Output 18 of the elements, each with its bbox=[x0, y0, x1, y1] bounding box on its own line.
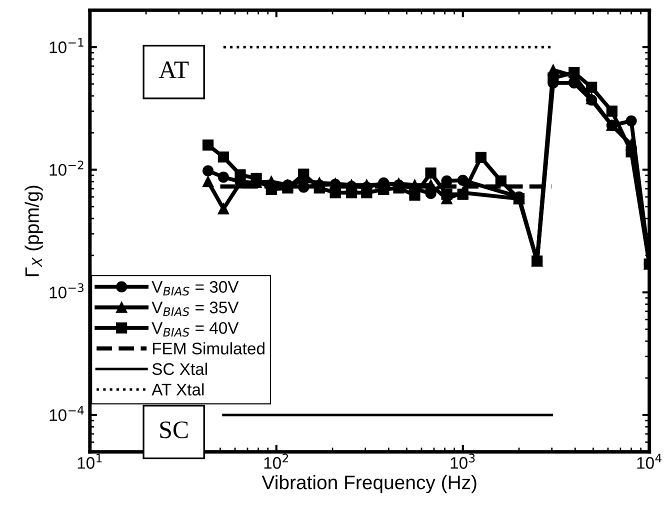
legend-label: SC Xtal bbox=[152, 362, 207, 375]
y-tick-label: 10$^{−4}$ bbox=[50, 406, 84, 422]
x-tick-label: 10$^{3}$ bbox=[450, 454, 475, 469]
x-axis-title: Vibration Frequency (Hz) bbox=[262, 475, 476, 494]
y-tick-label: 10$^{−1}$ bbox=[50, 38, 84, 54]
x-tick-label: 10$^{4}$ bbox=[637, 454, 662, 469]
legend-label: V$_{BIAS}$ = 30V bbox=[152, 281, 239, 296]
legend-label: FEM Simulated bbox=[152, 342, 264, 354]
y-tick-label: 10$^{−2}$ bbox=[50, 160, 84, 176]
legend-label: V$_{BIAS}$ = 40V bbox=[152, 322, 239, 337]
y-tick-label: 10$^{−3}$ bbox=[50, 283, 84, 298]
x-tick-label: 10$^{1}$ bbox=[78, 454, 102, 469]
annotation: SC bbox=[160, 421, 188, 438]
y-axis-title: Γ$_{X}$ (ppm/g) bbox=[24, 186, 43, 276]
x-tick-label: 10$^{2}$ bbox=[264, 454, 288, 469]
legend-label: V$_{BIAS}$ = 35V bbox=[152, 302, 239, 316]
annotation: AT bbox=[158, 62, 189, 78]
legend-label: AT Xtal bbox=[152, 383, 204, 396]
